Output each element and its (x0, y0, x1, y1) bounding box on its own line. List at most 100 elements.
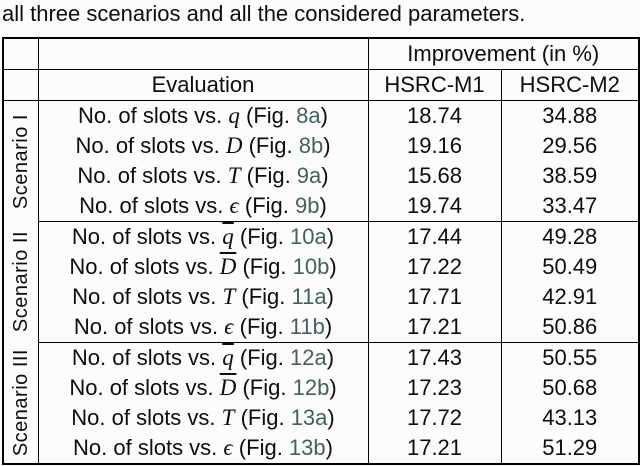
hsrc-m2-value: 50.49 (500, 252, 640, 282)
table-row: No. of slots vs. D (Fig. 10b) 17.22 50.4… (3, 252, 640, 282)
improvement-header: Improvement (in %) (367, 38, 640, 70)
math-variable: D (219, 375, 237, 400)
hsrc-m2-value: 33.47 (500, 191, 640, 222)
row-label-prefix: No. of slots vs. (71, 405, 222, 430)
figure-link[interactable]: 10a (290, 224, 327, 249)
hsrc-m2-value: 50.55 (500, 342, 640, 373)
evaluation-cell: No. of slots vs. T (Fig. 9a) (37, 161, 368, 191)
evaluation-cell: No. of slots vs. D (Fig. 10b) (37, 252, 368, 282)
evaluation-cell: No. of slots vs. q (Fig. 8a) (37, 100, 368, 131)
hsrc-m1-value: 19.16 (367, 131, 501, 161)
fig-word: (Fig. (242, 133, 299, 158)
figure-link[interactable]: 9a (296, 163, 322, 188)
hsrc-m1-value: 17.22 (367, 252, 501, 282)
hsrc-m1-value: 17.43 (367, 342, 501, 373)
row-label-prefix: No. of slots vs. (79, 193, 230, 218)
table-row: No. of slots vs. T (Fig. 11a) 17.71 42.9… (3, 282, 640, 312)
column-header-hsrc-m1: HSRC-M1 (367, 69, 501, 101)
table-row: Scenario I No. of slots vs. q (Fig. 8a) … (2, 100, 640, 222)
close-paren: ) (326, 284, 334, 309)
math-variable: T (222, 284, 236, 309)
hsrc-m2-value: 50.68 (500, 373, 640, 403)
figure-link[interactable]: 13b (288, 435, 326, 460)
row-label-prefix: No. of slots vs. (69, 254, 220, 279)
figure-link[interactable]: 12b (292, 375, 330, 400)
hsrc-m1-value: 17.72 (367, 403, 501, 433)
figure-link[interactable]: 10b (292, 254, 330, 279)
figure-link[interactable]: 9b (295, 193, 320, 218)
hsrc-m2-value: 51.29 (500, 433, 640, 464)
row-label-prefix: No. of slots vs. (77, 163, 228, 188)
table-row: No. of slots vs. ϵ (Fig. 9b) 19.74 33.47 (3, 191, 640, 222)
math-variable: q (222, 345, 234, 370)
table-row: No. of slots vs. D (Fig. 8b) 19.16 29.56 (3, 131, 640, 161)
scenario-cell: Scenario I (2, 100, 38, 222)
close-paren: ) (319, 193, 327, 218)
row-label-prefix: No. of slots vs. (72, 284, 223, 309)
close-paren: ) (323, 133, 331, 158)
close-paren: ) (329, 254, 337, 279)
math-variable: ϵ (229, 193, 239, 218)
hsrc-m1-value: 19.74 (367, 191, 501, 222)
hsrc-m1-value: 15.68 (367, 161, 501, 191)
header-row-improvement: Improvement (in %) (2, 38, 640, 70)
evaluation-cell: No. of slots vs. q (Fig. 12a) (37, 342, 368, 373)
scenario-label: Scenario II (9, 231, 32, 333)
evaluation-cell: No. of slots vs. ϵ (Fig. 11b) (37, 312, 368, 343)
math-variable: D (219, 254, 237, 279)
hsrc-m2-value: 42.91 (500, 282, 640, 312)
row-label-prefix: No. of slots vs. (71, 224, 223, 249)
fig-word: (Fig. (234, 405, 291, 430)
figure-link[interactable]: 11b (289, 314, 325, 339)
row-label-prefix: No. of slots vs. (75, 133, 226, 158)
row-label-prefix: No. of slots vs. (78, 103, 229, 128)
row-label-prefix: No. of slots vs. (73, 314, 225, 339)
evaluation-cell: No. of slots vs. q (Fig. 10a) (37, 221, 368, 252)
figure-link[interactable]: 8b (298, 133, 324, 158)
math-variable: q (222, 224, 234, 249)
math-variable: q (228, 103, 240, 128)
row-label-prefix: No. of slots vs. (69, 375, 220, 400)
hsrc-m1-value: 17.44 (367, 221, 501, 252)
column-header-hsrc-m2: HSRC-M2 (500, 69, 640, 101)
hsrc-m2-value: 38.59 (500, 161, 640, 191)
table-row: Scenario III No. of slots vs. q (Fig. 12… (2, 342, 640, 464)
scenario-label: Scenario III (9, 349, 32, 457)
math-variable: ϵ (223, 435, 233, 460)
figure-link[interactable]: 11a (291, 284, 327, 309)
evaluation-header: Evaluation (37, 69, 368, 101)
fig-word: (Fig. (236, 254, 293, 279)
close-paren: ) (321, 163, 329, 188)
close-paren: ) (325, 435, 333, 460)
figure-link[interactable]: 13a (290, 405, 328, 430)
row-label-prefix: No. of slots vs. (71, 345, 223, 370)
table-row: No. of slots vs. D (Fig. 12b) 17.23 50.6… (3, 373, 640, 403)
scenario-cell: Scenario II (2, 221, 38, 343)
close-paren: ) (320, 103, 328, 128)
hsrc-m2-value: 49.28 (500, 221, 640, 252)
empty-header-cell (37, 38, 368, 70)
fig-word: (Fig. (233, 224, 291, 249)
math-variable: ϵ (224, 314, 234, 339)
figure-link[interactable]: 8a (296, 103, 321, 128)
scenario-label: Scenario I (9, 113, 32, 209)
evaluation-cell: No. of slots vs. D (Fig. 8b) (37, 131, 368, 161)
table-row: No. of slots vs. ϵ (Fig. 13b) 17.21 51.2… (3, 433, 640, 464)
evaluation-cell: No. of slots vs. D (Fig. 12b) (37, 373, 368, 403)
results-table: Improvement (in %) Evaluation HSRC-M1 HS… (2, 37, 640, 465)
table-row: Scenario II No. of slots vs. q (Fig. 10a… (2, 221, 640, 343)
fig-word: (Fig. (236, 375, 293, 400)
fig-word: (Fig. (235, 284, 292, 309)
hsrc-m1-value: 17.71 (367, 282, 501, 312)
hsrc-m2-value: 29.56 (500, 131, 640, 161)
evaluation-cell: No. of slots vs. ϵ (Fig. 9b) (37, 191, 368, 222)
hsrc-m1-value: 17.23 (367, 373, 501, 403)
evaluation-cell: No. of slots vs. T (Fig. 11a) (37, 282, 368, 312)
empty-header-cell (2, 38, 38, 70)
hsrc-m1-value: 17.21 (367, 312, 501, 343)
figure-link[interactable]: 12a (290, 345, 327, 370)
header-row-columns: Evaluation HSRC-M1 HSRC-M2 (2, 69, 640, 101)
close-paren: ) (326, 345, 335, 370)
fig-word: (Fig. (233, 345, 291, 370)
close-paren: ) (329, 375, 337, 400)
